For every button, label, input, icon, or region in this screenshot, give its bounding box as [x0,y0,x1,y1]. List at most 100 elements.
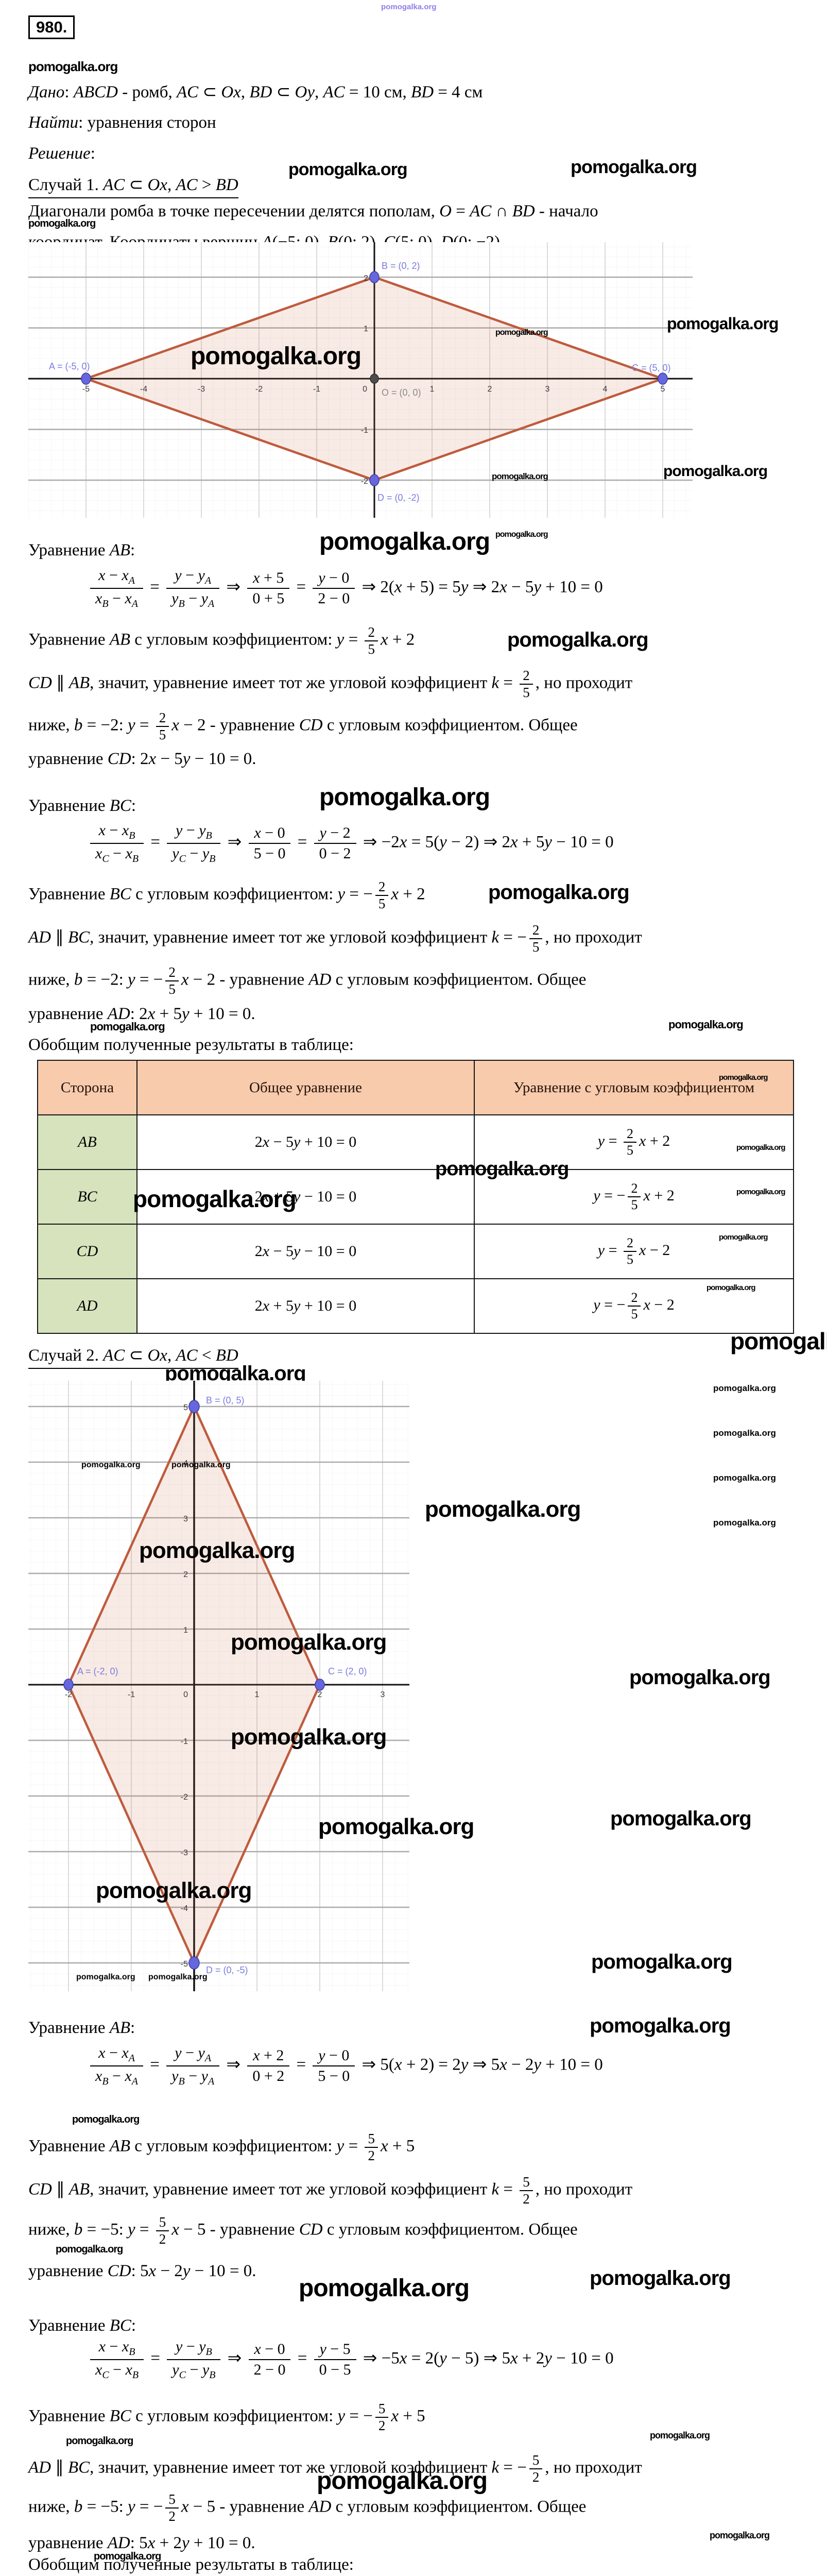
watermark: pomogalka.org [610,1807,752,1830]
table-row: AD 2x + 5y + 10 = 0 y = −2 5 x − 2 [37,1278,794,1334]
cd-parallel-line: CD ∥ AB, значит, уравнение имеет тот же … [28,2174,633,2207]
watermark: pomogalka.org [165,1362,306,1385]
problem-number: 980. [28,15,75,39]
watermark: pomogalka.org [667,314,779,333]
eq-bc-label: Уравнение BC: [28,2316,136,2335]
watermark: pomogalka.org [495,328,548,337]
site-watermark: pomogalka.org [381,3,437,11]
tick-label: 4 [603,385,608,394]
brand-watermark: pomogalka.org [28,59,118,74]
header-general: Общее уравнение [136,1060,475,1115]
cd-parallel-line: CD ∥ AB, значит, уравнение имеет тот же … [28,668,633,701]
tick-label: -4 [181,1904,188,1913]
ad-below-line: ниже, b = −5: y = −5 2 x − 5 - уравнение A… [28,2492,587,2524]
tick-label: -3 [181,1849,188,1857]
watermark: pomogalka.org [288,160,408,179]
watermark: pomogalka.org [719,1073,768,1082]
case2-title: Случай 2. AC ⊂ Ox, AC < BD [28,1345,238,1369]
cell-general: 2x + 5y − 10 = 0 [136,1169,475,1225]
watermark: pomogalka.org [318,1814,474,1839]
tick-label: 1 [430,385,435,394]
naiti-line: Найти: уравнения сторон [28,113,216,132]
watermark: pomogalka.org [713,1383,776,1393]
tick-label: -2 [181,1793,188,1802]
tick-label: 5 [661,385,665,394]
watermark: pomogalka.org [81,1461,141,1469]
ad-parallel-line: AD ∥ BC, значит, уравнение имеет тот же … [28,922,642,955]
watermark: pomogalka.org [76,1973,135,1981]
ad-parallel-line: AD ∥ BC, значит, уравнение имеет тот же … [28,2452,642,2485]
watermark: pomogalka.org [736,1143,786,1152]
watermark: pomogalka.org [650,2430,710,2441]
watermark: pomogalka.org [507,629,649,651]
eq-bc-label: Уравнение BC: [28,796,136,815]
tick-label: -1 [361,426,368,435]
bc-slope-line: Уравнение BC с угловым коэффициентом: y … [28,2401,425,2434]
watermark: pomogalka.org [435,1158,569,1180]
watermark: pomogalka.org [148,1973,208,1981]
ad-below-line: ниже, b = −2: y = −2 5 x − 2 - уравнение A… [28,964,587,997]
tick-label: -1 [313,385,320,394]
watermark: pomogalka.org [710,2530,770,2540]
watermark: pomogalka.org [96,1878,252,1903]
watermark: pomogalka.org [139,1538,295,1563]
tick-label: 0 [183,1690,188,1699]
watermark: pomogalka.org [736,1188,786,1196]
tick-label: -2 [361,477,368,486]
watermark: pomogalka.org [707,1283,756,1292]
tick-label: 2 [318,1690,322,1699]
watermark: pomogalka.org [28,218,96,229]
watermark: pomogalka.org [713,1428,776,1438]
tick-label: 3 [183,1515,188,1523]
watermark: pomogalka.org [629,1666,771,1689]
point-o-label: O = (0, 0) [382,387,421,398]
tick-label: -3 [198,385,205,394]
tick-label: -4 [140,385,147,394]
watermark: pomogalka.org [591,1951,733,1973]
reshenie-line: Решение: [28,144,95,163]
watermark: pomogalka.org [713,1473,776,1483]
watermark: pomogalka.org [668,1018,744,1031]
tick-label: 1 [183,1626,188,1635]
point-b [369,271,380,283]
watermark: pomogalka.org [191,343,361,370]
point-d [369,474,380,486]
ad-eq-line: уравнение AD: 2x + 5y + 10 = 0. [28,1005,255,1023]
graph-case2: -2 -1 0 1 2 3 5 4 3 2 1 -1 -2 -3 -4 -5 A… [28,1381,409,1991]
tick-label: 3 [381,1690,385,1699]
point-c-label: C = (2, 0) [328,1666,367,1676]
point-d [188,1956,200,1970]
watermark: pomogalka.org [590,2267,731,2290]
watermark: pomogalka.org [719,1233,768,1242]
point-a [63,1679,74,1691]
cell-slope: y = −2 5 x + 2 [474,1169,794,1225]
summary-line: Обобщим полученные результаты в таблице: [28,1036,354,1054]
watermark: pomogalka.org [495,530,548,539]
point-d-label: D = (0, -2) [377,493,420,503]
tick-label: 1 [255,1690,260,1699]
point-o [370,374,379,384]
point-c-label: C = (5, 0) [632,363,671,373]
case1-intro-1: Диагонали ромба в точке пересечении деля… [28,202,598,221]
watermark: pomogalka.org [133,1185,297,1212]
tick-label: 3 [545,385,550,394]
tick-label: 2 [183,1570,188,1579]
watermark: pomogalka.org [231,1724,387,1750]
point-a-label: A = (-5, 0) [49,361,90,371]
header-slope: Уравнение с угловым коэффициентом [474,1060,794,1115]
watermark: pomogalka.org [571,156,697,177]
cd-eq-line: уравнение CD: 2x − 5y − 10 = 0. [28,750,256,768]
table-row: BC 2x + 5y − 10 = 0 y = −2 5 x + 2 [37,1169,794,1225]
watermark: pomogalka.org [488,881,630,904]
minor-grid [28,1381,409,1991]
watermark: pomogalka.org [713,1518,776,1528]
point-b-label: B = (0, 5) [206,1395,245,1405]
